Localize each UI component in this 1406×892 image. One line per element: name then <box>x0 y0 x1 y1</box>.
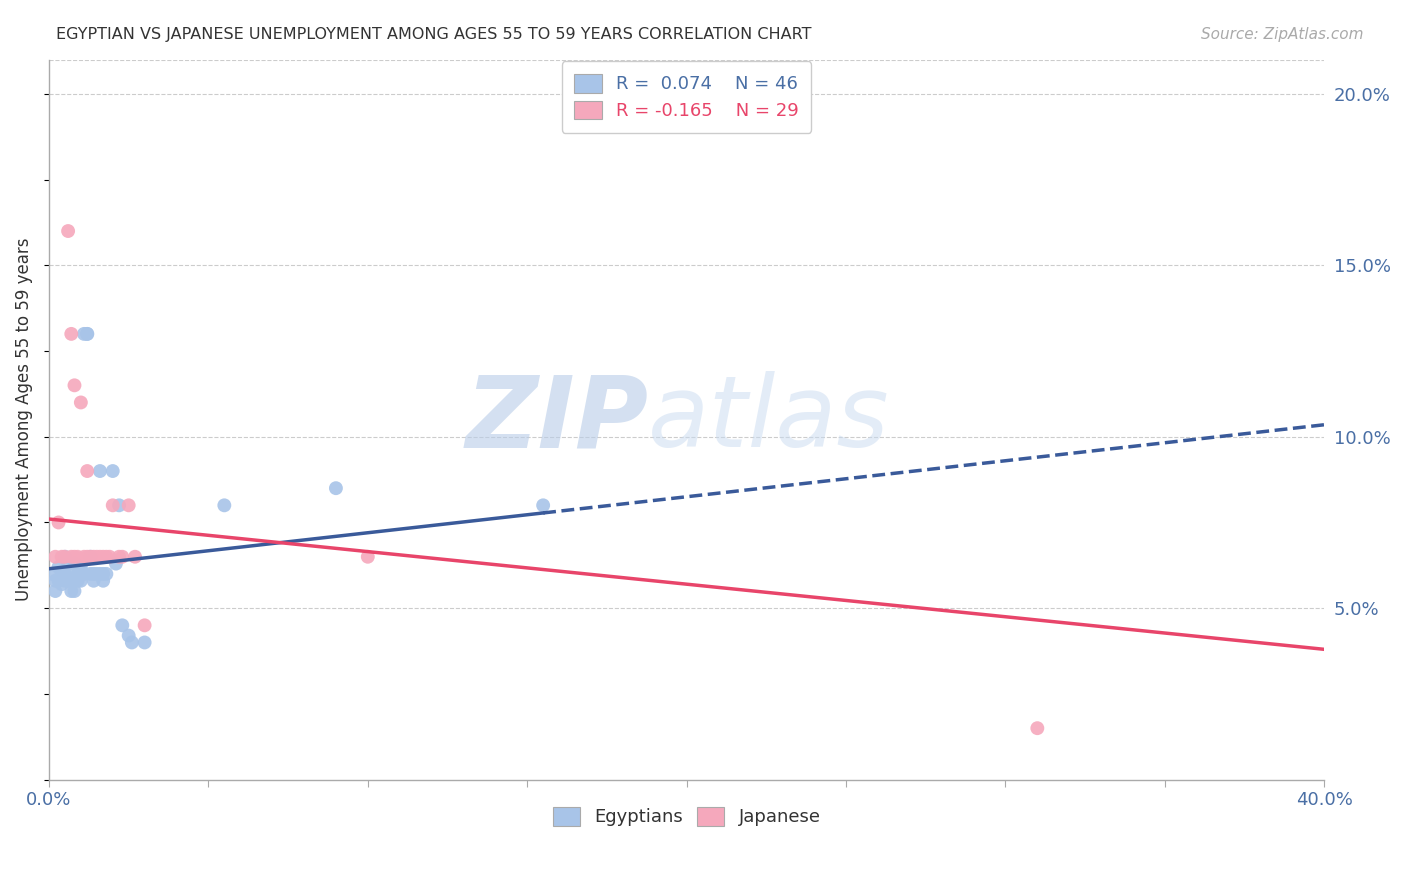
Point <box>73 566 96 581</box>
Point <box>48 516 70 530</box>
Point <box>66 574 89 588</box>
Point <box>51 566 73 581</box>
Point <box>111 618 134 632</box>
Point <box>108 499 131 513</box>
Point <box>76 549 98 564</box>
Point <box>101 464 124 478</box>
Point <box>70 574 93 588</box>
Point <box>531 499 554 513</box>
Point <box>60 326 83 341</box>
Legend: Egyptians, Japanese: Egyptians, Japanese <box>544 798 830 836</box>
Point <box>44 549 66 564</box>
Point <box>56 224 79 238</box>
Point <box>111 549 134 564</box>
Point <box>134 635 156 649</box>
Point <box>76 326 98 341</box>
Text: atlas: atlas <box>648 371 890 468</box>
Point <box>79 566 101 581</box>
Text: EGYPTIAN VS JAPANESE UNEMPLOYMENT AMONG AGES 55 TO 59 YEARS CORRELATION CHART: EGYPTIAN VS JAPANESE UNEMPLOYMENT AMONG … <box>56 27 811 42</box>
Point <box>41 566 63 581</box>
Point <box>121 635 143 649</box>
Point <box>76 464 98 478</box>
Point <box>118 499 141 513</box>
Point <box>56 557 79 571</box>
Point <box>214 499 236 513</box>
Point <box>60 566 83 581</box>
Point <box>79 549 101 564</box>
Point <box>101 499 124 513</box>
Point <box>48 560 70 574</box>
Point <box>89 566 111 581</box>
Point <box>104 557 127 571</box>
Text: Source: ZipAtlas.com: Source: ZipAtlas.com <box>1201 27 1364 42</box>
Point <box>76 326 98 341</box>
Y-axis label: Unemployment Among Ages 55 to 59 years: Unemployment Among Ages 55 to 59 years <box>15 238 32 601</box>
Point <box>53 549 76 564</box>
Point <box>56 574 79 588</box>
Point <box>48 574 70 588</box>
Point <box>134 618 156 632</box>
Point <box>98 549 121 564</box>
Point <box>108 549 131 564</box>
Point <box>66 549 89 564</box>
Point <box>60 574 83 588</box>
Point <box>96 549 118 564</box>
Point <box>83 566 105 581</box>
Text: ZIP: ZIP <box>465 371 648 468</box>
Point <box>63 574 86 588</box>
Point <box>91 566 114 581</box>
Point <box>66 566 89 581</box>
Point <box>96 566 118 581</box>
Point <box>86 549 108 564</box>
Point <box>63 557 86 571</box>
Point <box>325 481 347 495</box>
Point <box>70 395 93 409</box>
Point <box>86 566 108 581</box>
Point <box>73 326 96 341</box>
Point <box>44 584 66 599</box>
Point <box>1026 721 1049 735</box>
Point <box>83 574 105 588</box>
Point <box>89 549 111 564</box>
Point <box>53 566 76 581</box>
Point <box>63 584 86 599</box>
Point <box>91 574 114 588</box>
Point <box>60 584 83 599</box>
Point <box>53 574 76 588</box>
Point <box>91 549 114 564</box>
Point <box>60 549 83 564</box>
Point <box>79 549 101 564</box>
Point <box>63 549 86 564</box>
Point <box>83 549 105 564</box>
Point <box>357 549 380 564</box>
Point <box>53 549 76 564</box>
Point <box>63 378 86 392</box>
Point <box>118 629 141 643</box>
Point <box>124 549 146 564</box>
Point <box>89 464 111 478</box>
Point <box>51 577 73 591</box>
Point <box>70 560 93 574</box>
Point <box>44 574 66 588</box>
Point <box>51 549 73 564</box>
Point <box>73 549 96 564</box>
